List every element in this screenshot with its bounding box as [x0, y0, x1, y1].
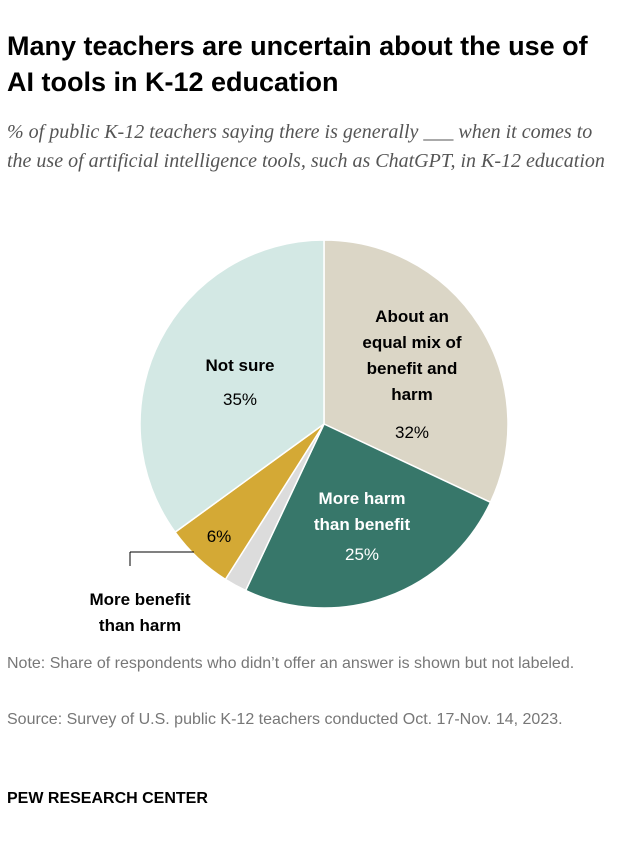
slice-label: Not sure	[206, 356, 275, 375]
slice-label: benefit and	[367, 359, 458, 378]
slice-label: than harm	[99, 616, 181, 635]
slice-label: More benefit	[89, 590, 190, 609]
slice-value-label: 25%	[345, 545, 379, 564]
slice-value-label: 32%	[395, 423, 429, 442]
brand-logo: PEW RESEARCH CENTER	[7, 790, 208, 807]
slice-label: harm	[391, 385, 433, 404]
slice-label: than benefit	[314, 515, 411, 534]
pie-slice-1	[244, 423, 492, 609]
pie-slice-0	[323, 239, 509, 504]
slice-label: About an	[375, 307, 449, 326]
chart-source: Source: Survey of U.S. public K-12 teach…	[7, 711, 563, 728]
slice-value-label: 35%	[223, 390, 257, 409]
chart-title: Many teachers are uncertain about the us…	[7, 31, 588, 97]
pie-slice-4	[139, 239, 325, 534]
chart-note: Note: Share of respondents who didn’t of…	[7, 655, 575, 672]
slice-value-label: 6%	[207, 527, 232, 546]
chart-subtitle: % of public K-12 teachers saying there i…	[7, 121, 605, 172]
slice-label: More harm	[319, 489, 406, 508]
slice-label: equal mix of	[362, 333, 462, 352]
